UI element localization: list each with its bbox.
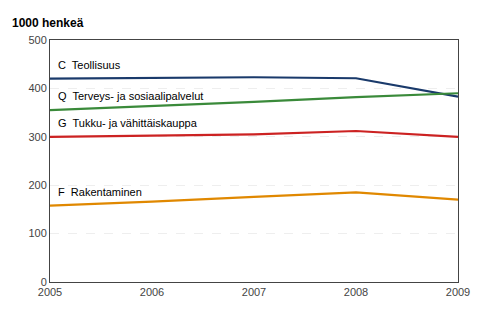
svg-text:2006: 2006 xyxy=(140,286,164,298)
svg-text:2009: 2009 xyxy=(446,286,470,298)
svg-text:F Rakentaminen: F Rakentaminen xyxy=(58,186,142,198)
svg-text:Q Terveys- ja sosiaalipalvelu: Q Terveys- ja sosiaalipalvelut xyxy=(58,90,203,102)
svg-text:1000 henkeä: 1000 henkeä xyxy=(12,16,84,30)
svg-text:C Teollisuus: C Teollisuus xyxy=(58,59,121,71)
svg-text:2007: 2007 xyxy=(242,286,266,298)
svg-text:0: 0 xyxy=(41,276,47,288)
svg-text:200: 200 xyxy=(28,179,46,191)
svg-text:2008: 2008 xyxy=(344,286,368,298)
svg-text:100: 100 xyxy=(28,227,46,239)
svg-text:500: 500 xyxy=(28,34,46,46)
svg-text:300: 300 xyxy=(28,131,46,143)
svg-text:G Tukku- ja vähittäiskauppa: G Tukku- ja vähittäiskauppa xyxy=(58,117,198,129)
svg-text:400: 400 xyxy=(28,82,46,94)
svg-text:2005: 2005 xyxy=(38,286,62,298)
